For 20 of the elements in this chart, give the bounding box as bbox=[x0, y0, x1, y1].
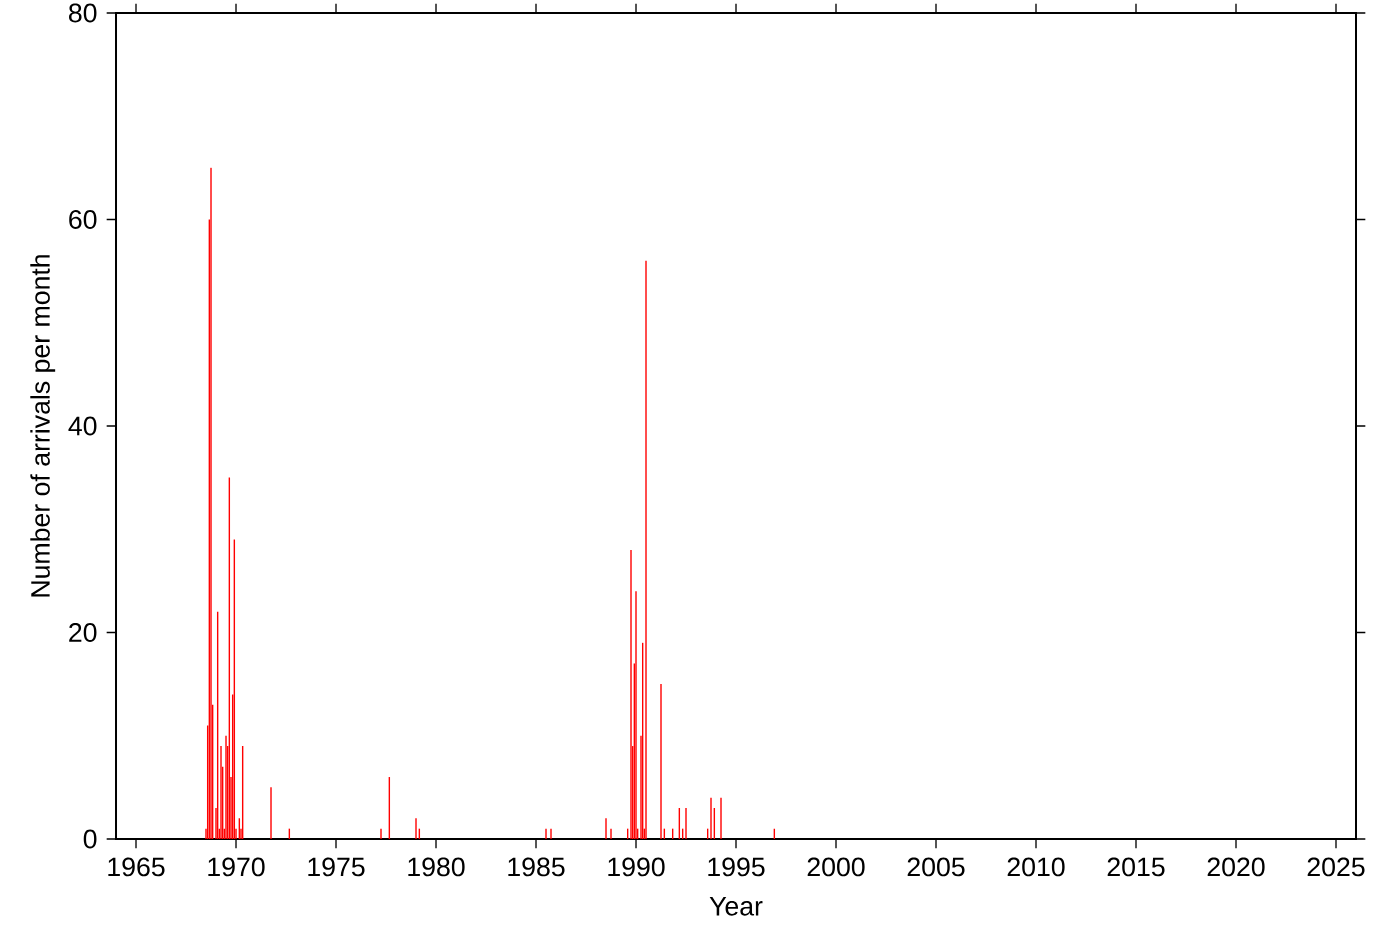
x-tick-label: 2000 bbox=[807, 857, 865, 877]
x-axis-title: Year bbox=[709, 897, 763, 916]
x-tick-label: 2005 bbox=[907, 857, 965, 877]
x-tick-label: 1985 bbox=[508, 857, 565, 877]
x-tick-label: 2020 bbox=[1207, 857, 1265, 877]
y-axis-title: Number of arrivals per month bbox=[30, 255, 56, 597]
y-tick-label: 40 bbox=[68, 416, 97, 436]
x-tick-label: 1970 bbox=[208, 857, 265, 877]
x-tick-label: 1990 bbox=[608, 857, 665, 877]
y-tick-label: 80 bbox=[69, 3, 97, 23]
x-tick-label: 2015 bbox=[1107, 857, 1165, 877]
y-tick-label: 60 bbox=[69, 210, 97, 229]
y-tick-label: 0 bbox=[83, 829, 97, 849]
x-tick-label: 2025 bbox=[1307, 857, 1365, 877]
x-tick-label: 1980 bbox=[408, 857, 465, 877]
y-tick-label: 20 bbox=[69, 623, 97, 642]
x-tick-label: 1995 bbox=[708, 857, 765, 877]
x-tick-label: 2010 bbox=[1007, 857, 1065, 877]
x-tick-label: 1965 bbox=[108, 857, 165, 877]
x-tick-label: 1975 bbox=[308, 857, 365, 877]
